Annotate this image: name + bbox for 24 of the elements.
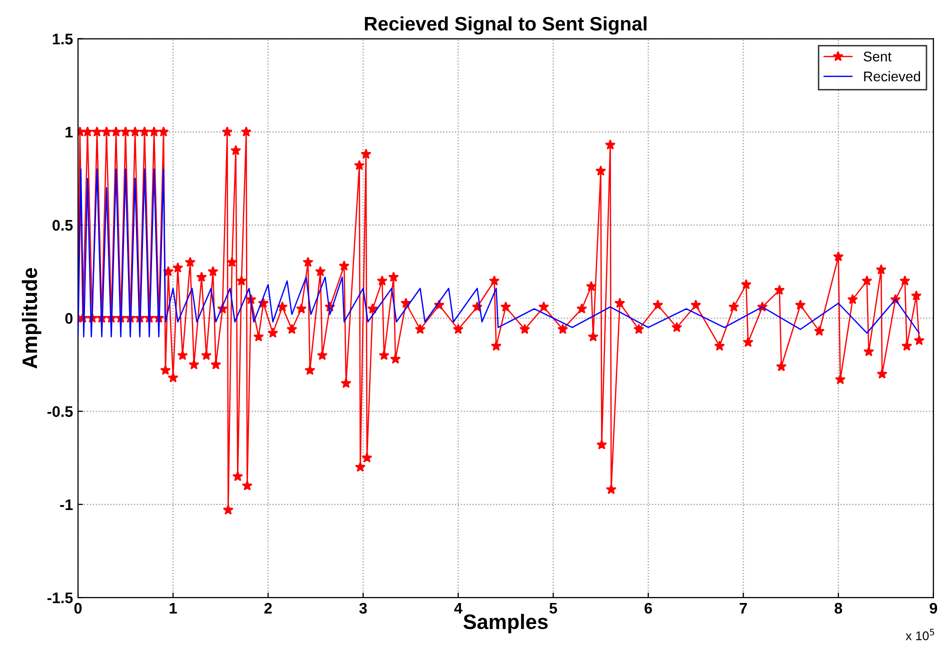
y-axis-title: Amplitude [22,268,42,369]
x-axis-title: Samples [463,614,548,634]
x-tick-label: 1 [170,602,177,614]
legend-label: Recieved [864,71,920,82]
y-tick-label: 0 [65,313,73,324]
x-tick-label: 8 [834,602,842,614]
y-tick-label: -1.5 [47,592,73,604]
legend-label: Sent [864,52,892,62]
x-tick-label: 9 [930,602,938,614]
x-tick-label: 6 [644,602,652,614]
y-tick-label: -0.5 [47,406,73,417]
text: x 10$^{5}$ [906,628,934,640]
chart-title: Recieved Signal to Sent Signal [364,16,646,35]
x-tick-label: 0 [74,602,82,614]
y-tick-label: -1 [60,499,73,510]
x-tick-label: 4 [454,602,462,614]
x-tick-label: 3 [359,602,367,614]
y-tick-label: 0.5 [52,220,73,231]
y-tick-label: 1 [66,126,73,138]
y-tick-label: 1.5 [52,34,73,44]
line-series [78,168,920,338]
x-tick-label: 7 [740,602,747,614]
x-tick-label: 2 [264,602,272,614]
x-tick-label: 5 [549,602,558,614]
